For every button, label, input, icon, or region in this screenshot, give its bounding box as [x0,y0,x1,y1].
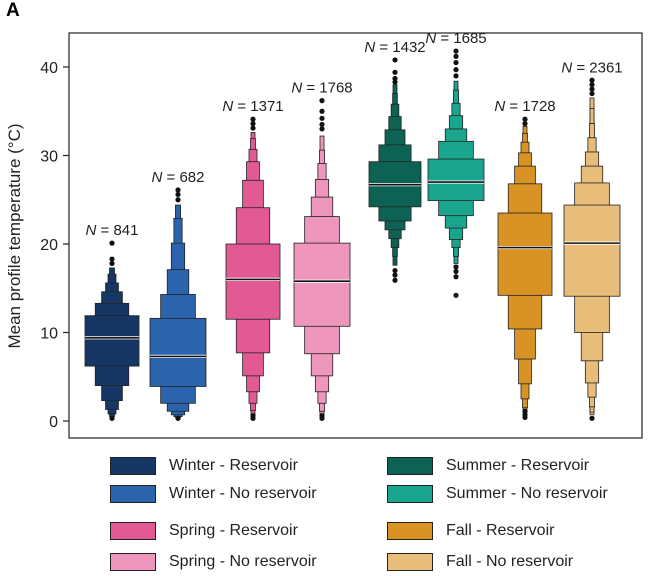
outlier-point [392,57,398,63]
legend-label: Winter - No reservoir [169,485,317,502]
outlier-point [522,121,528,127]
outlier-point [453,268,459,275]
legend-item: Summer - Reservoir [387,456,589,476]
outlier-point [522,116,528,122]
outlier-point [109,260,115,267]
legend-label: Summer - Reservoir [446,457,590,474]
n-label: N = 1371 [222,98,283,115]
outlier-point [319,115,325,121]
legend-swatch [387,457,433,475]
outlier-point [175,197,181,203]
outlier-point [589,90,595,97]
outlier-point [319,413,325,419]
outlier-point [453,292,459,298]
legend-item: Spring - No reservoir [110,552,317,572]
boxen-level [149,317,207,387]
legend-label: Spring - Reservoir [169,522,298,539]
n-label: N = 1728 [494,98,555,115]
outlier-point [392,75,398,82]
outlier-point [250,125,256,131]
legend-label: Summer - No reservoir [446,485,608,502]
boxen-winter-no-reservoir: N = 682 [149,169,207,421]
boxen-fall-reservoir: N = 1728 [494,98,556,421]
legend-item: Summer - No reservoir [387,484,608,504]
boxen-chart: 0 10 20 30 40 N = 841 N = 682 N = 1371 N = 1768… [5,30,643,439]
legend-swatch [387,553,433,571]
outlier-point [589,86,595,92]
boxen-level [497,212,553,296]
outlier-point [522,408,528,414]
n-label: N = 1432 [364,39,425,56]
legend-label: Fall - Reservoir [446,522,555,539]
legend-item: Fall - No reservoir [387,552,573,572]
boxen-fall-no-reservoir: N = 2361 [561,59,623,421]
y-tick-label: 10 [40,326,58,343]
boxen-level [563,204,621,297]
legend-swatch [110,522,156,540]
n-label: N = 841 [86,222,139,239]
outlier-point [319,126,325,132]
outlier-point [453,53,459,59]
boxen-level [84,315,140,367]
outlier-point [109,240,115,246]
outlier-point [589,415,595,421]
outlier-point [453,264,459,270]
legend-label: Spring - No reservoir [169,553,317,570]
outlier-point [109,415,115,421]
legend-item: Winter - No reservoir [110,484,317,504]
boxen-level [427,158,485,202]
outlier-point [589,77,595,83]
boxen-spring-reservoir: N = 1371 [222,98,284,421]
boxen-summer-reservoir: N = 1432 [364,39,426,283]
boxen-level [293,242,351,327]
outlier-point [250,413,256,419]
y-tick-label: 0 [49,414,58,431]
outlier-point [453,67,459,73]
y-tick-label: 30 [40,149,58,166]
boxen-level [225,243,281,320]
y-tick-label: 20 [40,237,58,254]
legend-swatch [110,485,156,503]
boxen-winter-reservoir: N = 841 [84,222,140,421]
panel-label: A [6,0,20,21]
legend-item: Winter - Reservoir [110,456,298,476]
legend-swatch [387,485,433,503]
n-label: N = 2361 [561,59,622,76]
legend: Winter - Reservoir Winter - No reservoir S… [0,456,658,576]
legend-label: Winter - Reservoir [169,457,298,474]
outlier-point [453,48,459,54]
outlier-point [589,82,595,88]
outlier-point [319,121,325,128]
outlier-point [319,98,325,104]
outlier-point [175,187,181,193]
outlier-point [319,108,325,114]
outlier-point [109,256,115,262]
outlier-point [453,59,459,66]
outlier-point [175,191,181,198]
legend-swatch [387,522,433,540]
y-tick-label: 40 [40,60,58,77]
outlier-point [392,277,398,283]
legend-item: Spring - Reservoir [110,521,298,541]
outlier-point [250,116,256,122]
legend-swatch [110,457,156,475]
legend-label: Fall - No reservoir [446,553,574,570]
outlier-point [250,121,256,127]
outlier-point [175,415,181,421]
outlier-point [453,73,459,79]
outlier-point [392,267,398,274]
n-label: N = 1685 [425,30,486,47]
outlier-point [392,69,398,75]
n-label: N = 1768 [291,80,352,97]
outlier-point [392,272,398,278]
boxen-summer-no-reservoir: N = 1685 [425,30,487,298]
boxen-spring-no-reservoir: N = 1768 [291,80,353,421]
outlier-point [453,274,459,280]
legend-item: Fall - Reservoir [387,521,554,541]
y-axis: 0 10 20 30 40 [40,60,69,431]
y-axis-label: Mean profile temperature (°C) [5,123,24,348]
n-label: N = 682 [152,169,205,186]
legend-swatch [110,553,156,571]
